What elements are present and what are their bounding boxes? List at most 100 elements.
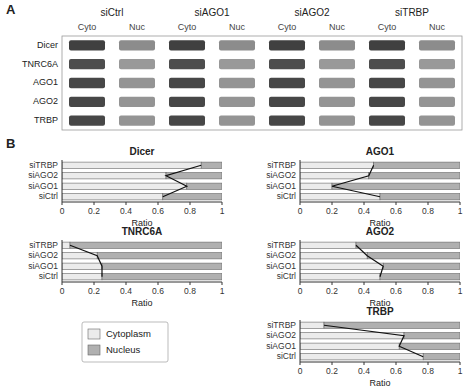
band: [119, 78, 155, 88]
marks: [300, 322, 460, 360]
group-label: siAGO2: [294, 7, 329, 18]
band: [369, 59, 405, 69]
band: [319, 115, 355, 125]
band: [169, 97, 205, 107]
band: [219, 40, 255, 50]
category-label: siAGO2: [28, 170, 58, 180]
category-label: siAGO1: [266, 261, 296, 271]
x-tick-label: 0.2: [88, 206, 100, 216]
lane-label: Nuc: [129, 22, 146, 32]
panel-label: A: [6, 2, 16, 17]
bar-segment: [62, 194, 163, 200]
x-tick-label: 0.4: [358, 366, 370, 376]
x-tick-label: 0.4: [120, 206, 132, 216]
lane-label: Cyto: [178, 22, 197, 32]
category-label: siCtrl: [277, 351, 296, 361]
x-tick-label: 0.2: [326, 206, 338, 216]
bar-segment: [423, 354, 460, 360]
x-tick: [332, 362, 333, 365]
category-label: siCtrl: [39, 271, 58, 281]
legend: Cytoplasm Nucleus: [82, 322, 168, 362]
panel-title: AGO2: [366, 226, 395, 237]
boundary-line: [163, 165, 201, 197]
band: [219, 59, 255, 69]
y-axis-line: [300, 240, 301, 282]
marks: [62, 242, 222, 280]
x-tick-label: 0.2: [88, 286, 100, 296]
row-label: AGO2: [33, 96, 58, 106]
x-tick: [190, 282, 191, 285]
lane-label: Cyto: [278, 22, 297, 32]
x-tick-label: 0.4: [120, 286, 132, 296]
x-tick: [300, 202, 301, 205]
x-tick: [428, 202, 429, 205]
category-label: siTRBP: [267, 160, 296, 170]
bar-segment: [102, 274, 222, 280]
x-tick-label: 0: [298, 286, 303, 296]
bar-segment: [374, 162, 460, 168]
x-tick: [396, 282, 397, 285]
panel-title: TRBP: [366, 306, 394, 317]
x-tick: [332, 282, 333, 285]
bar-segment: [367, 253, 460, 259]
marks: [300, 162, 460, 200]
band: [269, 97, 305, 107]
group-label: siTRBP: [395, 7, 429, 18]
bar-segment: [380, 274, 460, 280]
bar-segment: [300, 173, 369, 179]
x-axis-line: [62, 282, 222, 283]
bar-panel: BDicer00.20.40.60.81siCtrlsiAGO1siAGO2si…: [6, 136, 225, 228]
band: [269, 78, 305, 88]
category-label: siTRBP: [29, 240, 58, 250]
band: [319, 97, 355, 107]
bar-segment: [62, 173, 166, 179]
blot-panel: AsiCtrlsiAGO1siAGO2siTRBPCytoNucCytoNucC…: [6, 2, 462, 130]
x-tick: [94, 282, 95, 285]
band: [319, 59, 355, 69]
band: [119, 40, 155, 50]
bar-segment: [383, 263, 460, 269]
bar-segment: [201, 162, 222, 168]
boundary-line: [332, 165, 380, 197]
bar-segment: [404, 333, 460, 339]
band: [369, 115, 405, 125]
x-axis-line: [300, 202, 460, 203]
bar-segment: [300, 322, 324, 328]
band: [219, 78, 255, 88]
x-tick-label: 0.8: [184, 206, 196, 216]
band: [369, 40, 405, 50]
lane-label: Cyto: [378, 22, 397, 32]
y-axis-line: [300, 320, 301, 362]
category-label: siAGO1: [266, 341, 296, 351]
x-axis-line: [300, 282, 460, 283]
bar-panel: TNRC6A00.20.40.60.81siCtrlsiAGO1siAGO2si…: [28, 226, 224, 308]
bar-segment: [163, 194, 222, 200]
category-label: siAGO2: [28, 250, 58, 260]
band: [369, 97, 405, 107]
x-tick: [460, 362, 461, 365]
bar-segment: [102, 263, 222, 269]
panel-label: B: [6, 136, 15, 151]
bar-segment: [300, 343, 399, 349]
x-tick: [396, 202, 397, 205]
x-tick: [126, 202, 127, 205]
group-label: siCtrl: [101, 7, 124, 18]
x-tick: [364, 282, 365, 285]
category-label: siAGO2: [266, 330, 296, 340]
category-label: siCtrl: [277, 191, 296, 201]
x-tick: [396, 362, 397, 365]
bar-segment: [300, 263, 383, 269]
category-label: siAGO1: [28, 261, 58, 271]
bar-segment: [300, 162, 374, 168]
bar-segment: [300, 242, 356, 248]
legend-entry: Nucleus: [106, 344, 141, 355]
x-tick-label: 1: [220, 286, 225, 296]
category-label: siAGO1: [266, 181, 296, 191]
band: [419, 40, 455, 50]
x-tick-label: 0.6: [390, 366, 402, 376]
x-tick: [190, 202, 191, 205]
band: [69, 115, 105, 125]
x-tick-label: 1: [220, 206, 225, 216]
bar-segment: [332, 183, 460, 189]
legend-entry: Cytoplasm: [106, 328, 151, 339]
